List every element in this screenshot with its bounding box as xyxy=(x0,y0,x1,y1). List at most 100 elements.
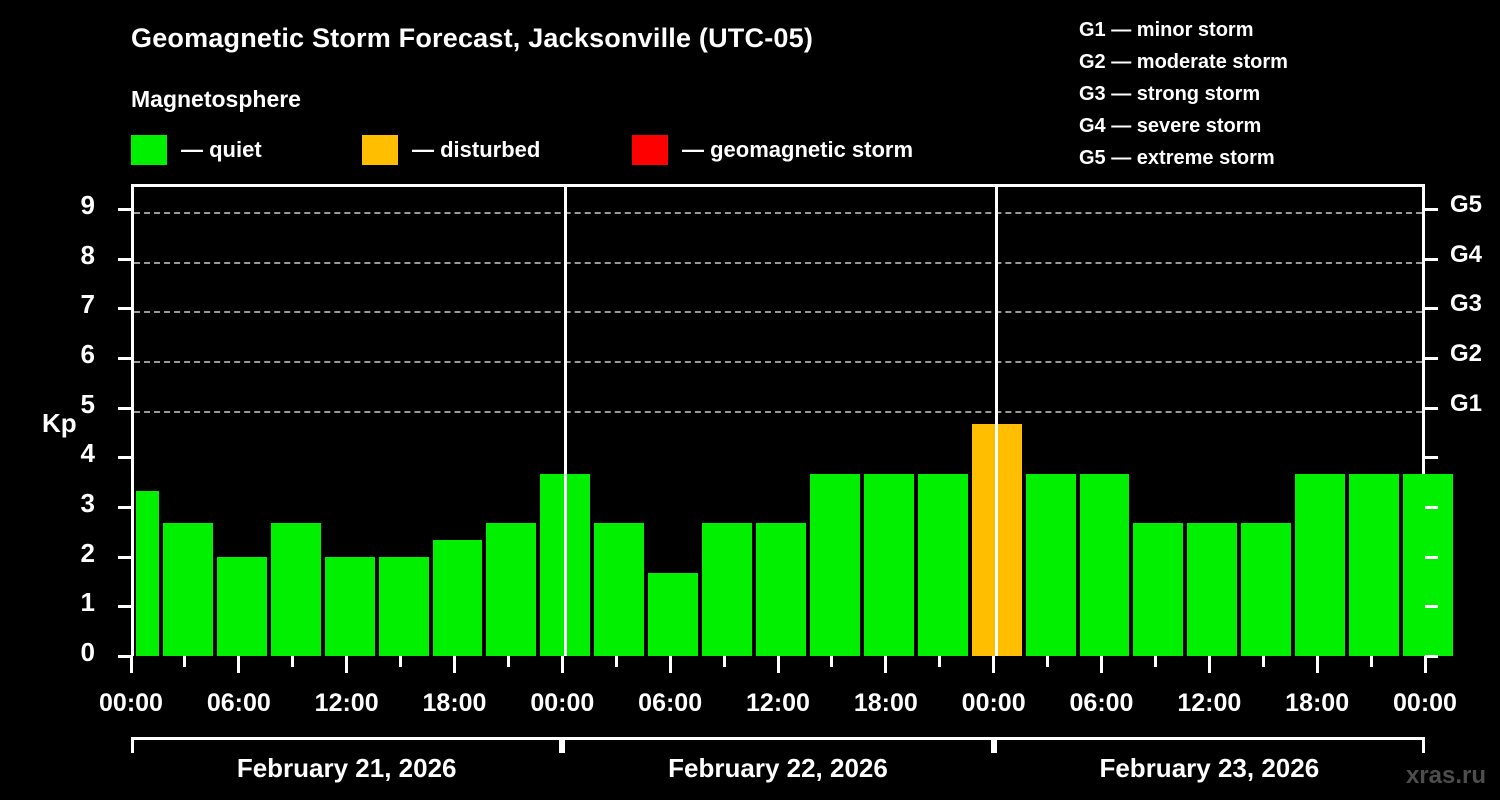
x-axis-label-12: 00:00 xyxy=(1393,689,1457,717)
legend-item-0: — quiet xyxy=(131,135,262,165)
x-tick-20 xyxy=(1207,656,1211,673)
bar xyxy=(270,523,321,656)
section-title: Magnetosphere xyxy=(131,86,301,112)
y-tick-3 xyxy=(118,505,131,509)
gscale-row-g1: G1 — minor storm xyxy=(1079,19,1254,41)
bar xyxy=(1349,473,1400,656)
gridline-kp-6 xyxy=(134,360,1422,363)
x-tick-7 xyxy=(506,656,510,667)
bar xyxy=(136,490,159,656)
disturbed-swatch xyxy=(362,135,398,165)
y-tick-label-0: 0 xyxy=(80,637,95,667)
x-tick-12 xyxy=(776,656,780,673)
bar xyxy=(1025,473,1076,656)
bar xyxy=(702,523,753,656)
y-axis-g-label-g3: G3 xyxy=(1450,290,1483,318)
storm-swatch xyxy=(632,135,668,165)
day-bracket-0 xyxy=(131,737,563,753)
legend-label: — geomagnetic storm xyxy=(682,137,914,162)
page-title: Geomagnetic Storm Forecast, Jacksonville… xyxy=(131,23,814,53)
x-tick-8 xyxy=(560,656,564,673)
y-tick-label-9: 9 xyxy=(80,189,95,220)
x-tick-4 xyxy=(345,656,349,673)
x-tick-10 xyxy=(668,656,672,673)
bar xyxy=(1079,473,1130,656)
bar xyxy=(756,523,806,656)
gscale-row-g2: G2 — moderate storm xyxy=(1079,51,1288,73)
bar xyxy=(432,540,483,656)
y-tick-6 xyxy=(118,356,131,360)
bar xyxy=(1241,523,1292,656)
bar xyxy=(1403,473,1453,656)
x-tick-1 xyxy=(183,656,187,667)
x-tick-19 xyxy=(1153,656,1157,667)
gridline-kp-9 xyxy=(134,211,1422,214)
legend-item-1: — disturbed xyxy=(362,135,540,165)
bar xyxy=(1295,473,1346,656)
x-axis-label-6: 12:00 xyxy=(746,689,810,717)
y-tick-right-0 xyxy=(1425,655,1438,658)
x-axis-label-4: 00:00 xyxy=(530,689,595,717)
gridline-kp-7 xyxy=(134,311,1422,314)
day-bracket-1 xyxy=(562,737,994,753)
y-tick-label-8: 8 xyxy=(80,239,95,270)
g-scale-legend: G1 — minor storm G2 — moderate storm G3 — … xyxy=(1079,14,1288,174)
y-tick-label-7: 7 xyxy=(80,289,95,320)
y-tick-right-6 xyxy=(1425,356,1438,360)
x-tick-9 xyxy=(614,656,618,667)
bar xyxy=(1187,523,1238,656)
x-tick-5 xyxy=(399,656,403,667)
x-axis-label-11: 18:00 xyxy=(1285,689,1350,717)
y-tick-9 xyxy=(118,207,131,211)
bar xyxy=(216,556,267,656)
legend-label: — disturbed xyxy=(412,137,541,162)
bar xyxy=(648,573,699,656)
x-tick-3 xyxy=(291,656,295,667)
x-tick-2 xyxy=(237,656,241,673)
bar xyxy=(378,556,429,656)
x-tick-6 xyxy=(453,656,456,673)
x-tick-24 xyxy=(1423,656,1427,673)
day-label-0: February 21, 2026 xyxy=(236,753,457,783)
day-bracket-2 xyxy=(993,737,1425,753)
y-tick-right-2 xyxy=(1425,555,1438,559)
plot-area xyxy=(131,184,1453,656)
x-axis-label-9: 06:00 xyxy=(1069,689,1134,717)
y-tick-label-2: 2 xyxy=(80,537,95,568)
x-axis-label-0: 00:00 xyxy=(99,689,163,717)
plot-inner xyxy=(134,187,1453,656)
gridline-kp-5 xyxy=(134,410,1422,413)
bar xyxy=(917,473,968,656)
y-tick-1 xyxy=(118,605,131,609)
day-separator-2 xyxy=(995,187,999,656)
y-axis-g-label-g4: G4 xyxy=(1450,240,1483,268)
y-tick-right-1 xyxy=(1425,605,1438,609)
x-tick-11 xyxy=(722,656,726,667)
y-tick-right-8 xyxy=(1425,257,1438,261)
gscale-row-g5: G5 — extreme storm xyxy=(1079,147,1275,169)
legend-label: — quiet xyxy=(181,137,262,162)
bar xyxy=(486,523,537,656)
day-label-2: February 23, 2026 xyxy=(1099,753,1320,783)
y-axis-g-label-g2: G2 xyxy=(1450,339,1483,367)
y-tick-7 xyxy=(118,307,131,311)
y-tick-label-6: 6 xyxy=(80,338,95,369)
y-tick-label-5: 5 xyxy=(80,388,95,419)
x-tick-0 xyxy=(129,656,133,673)
bar xyxy=(324,556,375,656)
bar xyxy=(594,523,645,656)
day-label-1: February 22, 2026 xyxy=(668,753,888,783)
x-tick-15 xyxy=(938,656,942,667)
bar xyxy=(162,523,213,656)
quiet-swatch xyxy=(131,135,167,165)
x-axis-label-10: 12:00 xyxy=(1177,689,1242,717)
x-tick-23 xyxy=(1369,656,1373,667)
gscale-row-g4: G4 — severe storm xyxy=(1079,115,1262,137)
y-tick-right-3 xyxy=(1425,505,1438,509)
legend-item-2: — geomagnetic storm xyxy=(632,135,913,165)
y-tick-label-4: 4 xyxy=(80,438,95,469)
gscale-row-g3: G3 — strong storm xyxy=(1079,83,1261,105)
y-tick-right-5 xyxy=(1425,406,1438,410)
x-tick-16 xyxy=(992,656,996,673)
y-tick-8 xyxy=(118,257,131,261)
